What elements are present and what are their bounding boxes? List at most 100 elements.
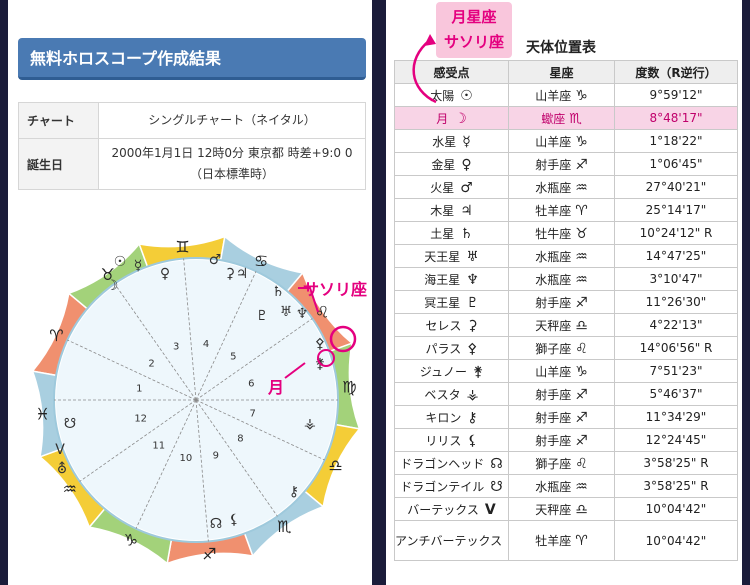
zodiac-glyph-icon: ♐ xyxy=(575,432,588,449)
planet-name: バーテックス xyxy=(407,502,479,517)
planet-row: ジュノー ⚵ 山羊座 ♑ 7°51'23" xyxy=(394,359,738,383)
zodiac-glyph-icon: ♎ xyxy=(328,456,342,475)
planet-row: ベスタ ⚶ 射手座 ♐ 5°46'37" xyxy=(394,382,738,406)
planet-name-cell: キロン ⚷ xyxy=(394,405,509,429)
planet-name: 天王星 xyxy=(424,249,461,264)
planet-glyph-icon: ☉ xyxy=(460,87,473,104)
planet-name: 金星 xyxy=(431,157,456,172)
planet-sign: 牡牛座 xyxy=(535,226,572,241)
zodiac-glyph-icon: ♑ xyxy=(575,87,588,104)
planet-sign: 天秤座 xyxy=(535,502,572,517)
planet-name: 水星 xyxy=(432,134,457,149)
planet-glyph-icon: ♄ xyxy=(272,284,285,300)
house-cusp-line xyxy=(195,399,278,517)
planet-name: ドラゴンテイル xyxy=(400,479,485,494)
zodiac-glyph-icon: ♌ xyxy=(575,455,588,472)
planet-glyph-icon: ☋ xyxy=(64,416,76,432)
planet-name-cell: 水星 ☿ xyxy=(394,129,509,153)
planet-name-cell: 金星 ♀ xyxy=(394,152,509,176)
callout-line2: サソリ座 xyxy=(443,33,504,51)
planet-glyph-icon: ♅ xyxy=(280,304,293,320)
planet-glyph-icon: ♄ xyxy=(460,225,473,242)
house-cusp-line xyxy=(79,399,197,482)
zodiac-glyph-icon: ♏ xyxy=(569,110,582,127)
planet-name-cell: アンチバーテックス xyxy=(394,520,509,561)
result-title: 無料ホロスコープ作成結果 xyxy=(18,38,366,80)
zodiac-glyph-icon: ♓ xyxy=(35,404,49,423)
planet-degree: 25°14'17" xyxy=(614,198,738,222)
planet-sign: 水瓶座 xyxy=(535,272,572,287)
planet-name-cell: バーテックス V xyxy=(394,497,509,521)
info-row-birthday: 誕生日 2000年1月1日 12時0分 東京都 時差+9:0 0（日本標準時） xyxy=(18,138,366,190)
planet-degree: 12°24'45" xyxy=(614,428,738,452)
planet-glyph-icon: ♀ xyxy=(461,156,472,173)
planet-name: 太陽 xyxy=(430,88,455,103)
planet-sign: 天秤座 xyxy=(535,318,572,333)
background-strip-left xyxy=(0,0,8,585)
zodiac-glyph-icon: ♒ xyxy=(575,271,588,288)
planet-sign: 水瓶座 xyxy=(535,180,572,195)
planet-name: ベスタ xyxy=(424,387,461,402)
planet-glyph-icon: ♇ xyxy=(256,308,269,324)
planet-glyph-icon: ⚴ xyxy=(315,336,325,352)
house-cusp-line xyxy=(195,318,313,401)
planet-sign: 山羊座 xyxy=(535,88,572,103)
house-cusp-line xyxy=(195,399,209,542)
planet-name-cell: 月 ☽ xyxy=(394,106,509,130)
planet-sign: 獅子座 xyxy=(535,341,572,356)
planet-glyph-icon: V xyxy=(484,501,496,518)
planet-sign-cell: 牡羊座 ♈ xyxy=(508,520,615,561)
planet-glyph-icon: ⚳ xyxy=(225,266,235,282)
planet-sign: 射手座 xyxy=(535,157,572,172)
planet-sign: 獅子座 xyxy=(535,456,572,471)
planet-glyph-icon: V xyxy=(55,442,65,458)
planet-degree: 11°34'29" xyxy=(614,405,738,429)
planet-glyph-icon: ♅ xyxy=(466,248,479,265)
planet-glyph-icon: ☿ xyxy=(134,258,143,274)
planet-row: キロン ⚷ 射手座 ♐ 11°34'29" xyxy=(394,405,738,429)
planet-name: 冥王星 xyxy=(424,295,461,310)
zodiac-glyph-icon: ♐ xyxy=(202,544,216,563)
moon-sign-callout: 月星座 サソリ座 xyxy=(436,2,512,58)
planet-name-cell: 天王星 ♅ xyxy=(394,244,509,268)
zodiac-glyph-icon: ♈ xyxy=(575,202,588,219)
callout-line1: 月星座 xyxy=(451,8,497,26)
zodiac-glyph-icon: ♐ xyxy=(575,409,588,426)
planet-glyph-icon: ♃ xyxy=(460,202,473,219)
planet-row: 冥王星 ♇ 射手座 ♐ 11°26'30" xyxy=(394,290,738,314)
planet-degree: 3°10'47" xyxy=(614,267,738,291)
planet-degree: 1°06'45" xyxy=(614,152,738,176)
planet-sign-cell: 射手座 ♐ xyxy=(508,152,615,176)
zodiac-glyph-icon: ♌ xyxy=(575,340,588,357)
zodiac-glyph-icon: ♑ xyxy=(124,531,138,550)
planet-name: ジュノー xyxy=(419,364,467,379)
planet-name-cell: 土星 ♄ xyxy=(394,221,509,245)
planet-glyph-icon: ⚸ xyxy=(229,512,239,528)
house-number: 1 xyxy=(136,383,142,394)
planet-name-cell: 海王星 ♆ xyxy=(394,267,509,291)
planet-glyph-icon: ⚵ xyxy=(472,363,484,380)
planet-degree: 9°59'12" xyxy=(614,83,738,107)
planet-name: アンチバーテックス xyxy=(395,533,503,548)
planet-sign-cell: 射手座 ♐ xyxy=(508,428,615,452)
house-cusp-line xyxy=(135,399,197,529)
planet-sign: 水瓶座 xyxy=(535,249,572,264)
header-sign: 星座 xyxy=(508,60,615,84)
planet-degree: 3°58'25" R xyxy=(614,474,738,498)
background-strip-middle xyxy=(372,0,386,585)
planet-name: 土星 xyxy=(430,226,455,241)
house-cusp-line xyxy=(114,283,197,401)
header-body: 感受点 xyxy=(394,60,509,84)
planet-sign: 蠍座 xyxy=(541,111,566,126)
planet-glyph-icon: ☋ xyxy=(490,478,503,495)
zodiac-glyph-icon: ♋ xyxy=(254,251,268,270)
planet-sign-cell: 牡牛座 ♉ xyxy=(508,221,615,245)
chart-type-label: チャート xyxy=(18,102,99,139)
house-number: 5 xyxy=(230,352,236,363)
planet-row: 金星 ♀ 射手座 ♐ 1°06'45" xyxy=(394,152,738,176)
zodiac-glyph-icon: ♏ xyxy=(277,517,291,536)
planet-glyph-icon: ☽ xyxy=(106,278,119,294)
info-row-chart: チャート シングルチャート（ネイタル） xyxy=(18,102,366,139)
planet-name-cell: ジュノー ⚵ xyxy=(394,359,509,383)
